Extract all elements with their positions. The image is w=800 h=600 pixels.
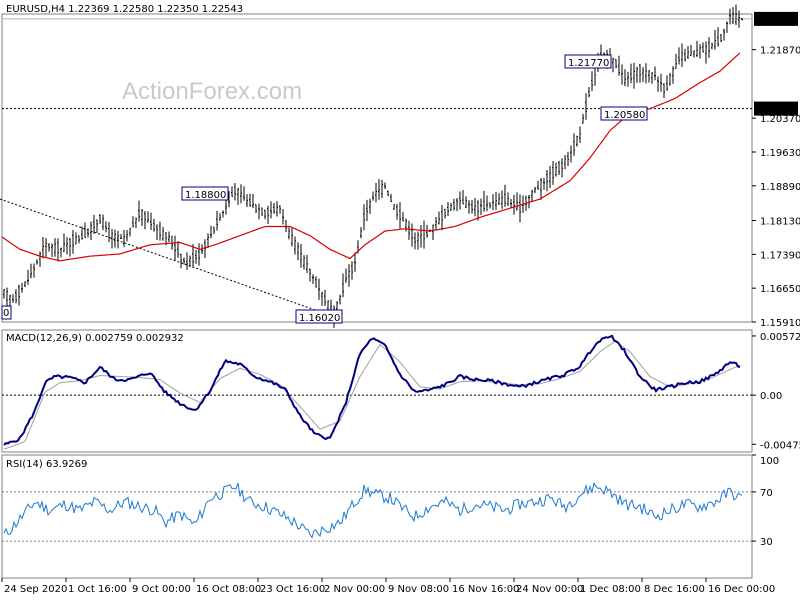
x-tick-label: 23 Oct 16:00 bbox=[260, 584, 325, 595]
price-annotation-label: 1.18800 bbox=[185, 190, 226, 201]
rsi-tick-label: 70 bbox=[760, 488, 773, 499]
x-tick-label: 24 Nov 00:00 bbox=[516, 584, 583, 595]
moving-average-line bbox=[1, 52, 741, 262]
macd-frame bbox=[1, 329, 753, 453]
x-tick-label: 16 Oct 08:00 bbox=[196, 584, 261, 595]
x-tick-label: 24 Sep 2020 bbox=[4, 584, 67, 595]
price-annotation-label: 1.20580 bbox=[604, 110, 645, 121]
rsi-title: RSI(14) 63.9269 bbox=[6, 459, 87, 470]
price-tick-label: 1.21870 bbox=[760, 46, 800, 57]
rsi-tick-label: 30 bbox=[760, 537, 773, 548]
price-annotation: 1.18800 bbox=[181, 186, 229, 201]
current-price-label: 1.22543 bbox=[757, 15, 798, 26]
macd-tick-label: -0.004755 bbox=[760, 440, 800, 451]
price-annotation-box bbox=[295, 309, 343, 324]
price-annotation-box bbox=[564, 54, 612, 69]
price-annotation: 1.21770 bbox=[564, 54, 612, 69]
price-tick-label: 1.16650 bbox=[760, 284, 800, 295]
macd-title: MACD(12,26,9) 0.002759 0.002932 bbox=[6, 333, 184, 344]
rsi-line bbox=[3, 482, 743, 539]
chart-header: EURUSD,H4 1.22369 1.22580 1.22350 1.2254… bbox=[6, 4, 243, 15]
x-tick-label: 2 Nov 00:00 bbox=[324, 584, 385, 595]
x-tick-label: 9 Oct 00:00 bbox=[132, 584, 191, 595]
x-axis: 24 Sep 2020 1 Oct 16:00 9 Oct 00:00 16 Oct … bbox=[1, 578, 775, 595]
left-edge-box bbox=[1, 305, 12, 320]
rsi-tick-label: 100 bbox=[760, 456, 779, 467]
price-tick-label: 1.19630 bbox=[760, 148, 800, 159]
macd-line bbox=[3, 334, 741, 446]
x-tick-label: 16 Nov 16:00 bbox=[452, 584, 519, 595]
rsi-panel: RSI(14) 63.9269 100 70 30 bbox=[1, 454, 779, 579]
level-price-label: 1.20580 bbox=[757, 105, 798, 116]
left-edge-annotation: 0 bbox=[1, 305, 12, 320]
down-trendline bbox=[0, 198, 336, 318]
left-edge-label: 0 bbox=[3, 308, 9, 319]
watermark-logo: ActionForex.com bbox=[122, 78, 302, 105]
level-price-label-box bbox=[754, 101, 798, 116]
price-tick-label: 1.15910 bbox=[760, 318, 800, 329]
x-tick-label: 1 Dec 08:00 bbox=[580, 584, 641, 595]
macd-panel: MACD(12,26,9) 0.002759 0.002932 0.005725 0… bbox=[1, 329, 800, 453]
rsi-frame bbox=[1, 454, 753, 579]
price-tick-label: 1.20370 bbox=[760, 114, 800, 125]
current-price-label-box bbox=[754, 11, 798, 26]
price-annotation-box bbox=[600, 106, 648, 121]
price-annotation-box bbox=[181, 186, 229, 201]
price-tick-label: 1.17390 bbox=[760, 250, 800, 261]
price-tick-label: 1.18890 bbox=[760, 182, 800, 193]
price-annotation: 1.20580 bbox=[600, 106, 648, 121]
price-tick-label: 1.18130 bbox=[760, 217, 800, 228]
price-annotation-label: 1.21770 bbox=[568, 58, 609, 69]
price-annotation: 1.16020 bbox=[295, 309, 343, 324]
macd-tick-label: 0.005725 bbox=[760, 332, 800, 343]
x-tick-label: 9 Nov 08:00 bbox=[388, 584, 449, 595]
price-frame bbox=[1, 13, 753, 323]
x-tick-label: 8 Dec 16:00 bbox=[644, 584, 705, 595]
price-panel: EURUSD,H4 1.22369 1.22580 1.22350 1.2254… bbox=[0, 4, 800, 329]
macd-tick-label: 0.00 bbox=[760, 391, 782, 402]
x-tick-label: 1 Oct 16:00 bbox=[68, 584, 127, 595]
x-tick-label: 16 Dec 00:00 bbox=[708, 584, 775, 595]
price-annotation-label: 1.16020 bbox=[299, 313, 340, 324]
